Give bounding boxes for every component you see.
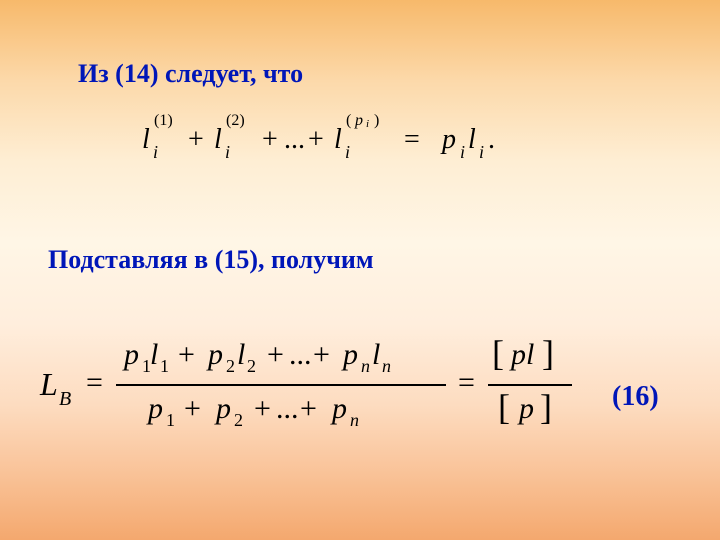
- eq2-num-p2s: 2: [226, 356, 235, 377]
- eq2-den-plus2: +: [254, 392, 271, 426]
- eq2-num-lns: n: [382, 356, 391, 377]
- eq1-l-2: l: [214, 124, 222, 156]
- eq2-num-pn: p: [343, 338, 358, 372]
- eq2-fracline-1: [116, 384, 446, 386]
- eq1-rhs-l-sub: i: [479, 142, 484, 163]
- eq1-sub-1: i: [153, 142, 158, 163]
- eq2-den-p1: p: [148, 392, 163, 426]
- eq2-rhs-num-lb: [: [492, 332, 504, 374]
- equation-number: (16): [612, 380, 659, 414]
- eq2-den-pns: n: [350, 410, 359, 431]
- eq2-den-p2: p: [216, 392, 231, 426]
- intro-text-1: Из (14) следует, что: [78, 58, 303, 89]
- eq2-num-p1: p: [124, 338, 139, 372]
- eq2-rhs-den-rb: ]: [540, 386, 552, 428]
- eq1-equals: =: [404, 124, 420, 156]
- slide: Из (14) следует, что l (1) i + l (2) i +…: [0, 0, 720, 540]
- eq2-num-l2s: 2: [247, 356, 256, 377]
- eq1-rhs-p-sub: i: [460, 142, 465, 163]
- eq1-l-3: l: [334, 124, 342, 156]
- eq1-sup-p-sub: i: [366, 118, 369, 130]
- eq1-sup-lparen: (: [346, 112, 351, 130]
- eq2-num-plus1: +: [178, 338, 195, 372]
- eq2-num-ln: l: [372, 338, 380, 372]
- eq1-plus-3: +: [308, 124, 324, 156]
- eq1-plus-2: +: [262, 124, 278, 156]
- eq1-sub-2: i: [225, 142, 230, 163]
- eq2-den-plus1: +: [184, 392, 201, 426]
- eq1-dot: .: [488, 124, 495, 156]
- eq1-plus-1: +: [188, 124, 204, 156]
- eq2-L: L: [40, 366, 58, 403]
- eq1-sup-p: p: [355, 112, 363, 130]
- eq2-B: B: [59, 388, 71, 411]
- equation-1: l (1) i + l (2) i + ... + l ( p i ) i = …: [142, 106, 582, 176]
- eq2-num-ell: ...: [289, 338, 312, 372]
- eq2-num-p2: p: [208, 338, 223, 372]
- eq2-num-l2: l: [237, 338, 245, 372]
- eq2-rhs-num-rb: ]: [542, 332, 554, 374]
- eq2-num-plus2: +: [267, 338, 284, 372]
- eq1-sub-3: i: [345, 142, 350, 163]
- eq1-rhs-p: p: [442, 124, 456, 156]
- eq2-equals-1: =: [86, 366, 103, 400]
- eq2-den-plus3: +: [300, 392, 317, 426]
- eq2-num-plus3: +: [313, 338, 330, 372]
- equation-2: L B = p 1 l 1 + p 2 l 2 + ... + p n l n …: [40, 316, 610, 446]
- eq1-l-1: l: [142, 124, 150, 156]
- eq2-den-ell: ...: [276, 392, 299, 426]
- eq2-num-pns: n: [361, 356, 370, 377]
- eq2-num-l1s: 1: [160, 356, 169, 377]
- eq2-den-pn: p: [332, 392, 347, 426]
- eq2-den-p2s: 2: [234, 410, 243, 431]
- eq2-rhs-num-pl: pl: [511, 338, 534, 372]
- eq2-num-l1: l: [150, 338, 158, 372]
- eq1-rhs-l: l: [468, 124, 476, 156]
- eq1-sup-rparen: ): [374, 112, 379, 130]
- intro-text-2: Подставляя в (15), получим: [48, 244, 374, 275]
- eq2-den-p1s: 1: [166, 410, 175, 431]
- eq1-sup-2: (2): [226, 112, 245, 130]
- eq2-equals-2: =: [458, 366, 475, 400]
- eq1-sup-1: (1): [154, 112, 173, 130]
- eq1-ellipsis: ...: [284, 124, 305, 156]
- eq2-rhs-den-lb: [: [498, 386, 510, 428]
- eq2-rhs-den-p: p: [519, 392, 534, 426]
